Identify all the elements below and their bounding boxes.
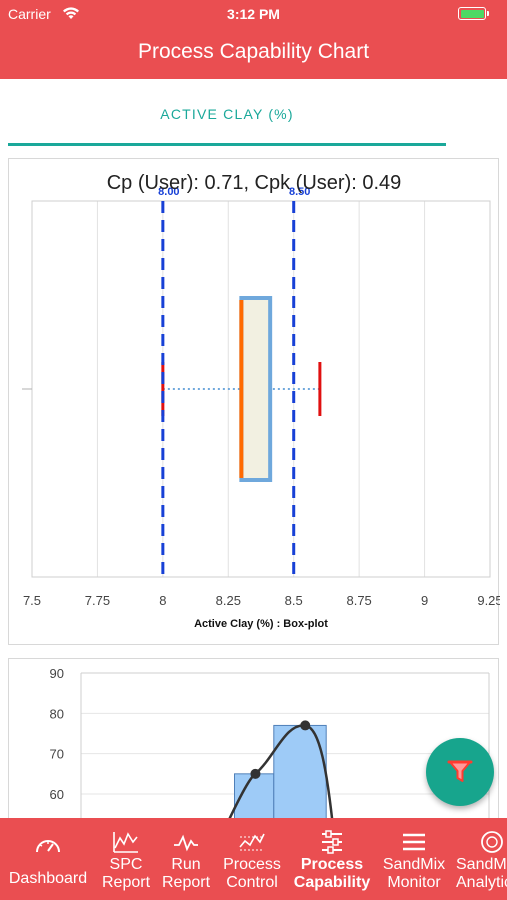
curve-point xyxy=(300,720,311,731)
run-chart-icon xyxy=(174,834,198,852)
x-tick-label: 8.5 xyxy=(285,593,303,608)
spec-limit-label: 8.50 xyxy=(289,186,310,198)
boxplot-chart: 8.00 8.50 7.5 7.75 8 8.25 8.5 8.75 9 9.25 Cp (Us… xyxy=(22,172,500,630)
tab-sandmix-analytics-label: SandMixAnalytics xyxy=(456,856,507,891)
navigation-header: Carrier 3:12 PM Process Capability Chart xyxy=(0,0,507,79)
tab-sandmix-monitor-label: SandMix Monitor xyxy=(382,856,446,891)
x-tick-label: 8.75 xyxy=(346,593,371,608)
analytics-icon xyxy=(481,831,503,853)
battery-icon xyxy=(458,7,486,20)
tab-label: ACTIVE CLAY (%) xyxy=(160,106,294,122)
menu-lines-icon xyxy=(403,833,425,851)
tab-run-report-label: Run Report xyxy=(161,856,211,891)
x-tick-label: 9 xyxy=(421,593,428,608)
tab-underline xyxy=(8,143,446,146)
status-bar: Carrier 3:12 PM xyxy=(0,0,507,28)
iqr-box xyxy=(239,296,273,482)
filter-icon xyxy=(447,760,473,782)
control-chart-icon xyxy=(239,833,265,851)
x-tick-label: 7.5 xyxy=(23,593,41,608)
y-tick-label: 90 xyxy=(50,666,64,681)
gauge-icon xyxy=(36,840,60,853)
curve-point xyxy=(250,768,261,779)
spc-chart-icon xyxy=(113,832,138,853)
filter-button[interactable] xyxy=(426,738,494,806)
carrier-label: Carrier xyxy=(8,6,51,22)
tab-sandmix-monitor[interactable]: SandMix Monitor xyxy=(376,818,452,900)
fitted-curve xyxy=(214,724,337,849)
x-tick-label: 8.25 xyxy=(216,593,241,608)
tab-sandmix-analytics[interactable]: SandMixAnalytics xyxy=(452,818,507,900)
clock: 3:12 PM xyxy=(227,6,280,22)
x-axis-label: Active Clay (%) : Box-plot xyxy=(194,618,328,630)
tab-process-control-label: Process Control xyxy=(223,856,281,891)
spec-limit-label: 8.00 xyxy=(158,186,179,198)
boxplot-card: 8.00 8.50 7.5 7.75 8 8.25 8.5 8.75 9 9.25 Cp (Us… xyxy=(8,158,500,645)
tab-spc-report-label: SPC Report xyxy=(101,856,151,891)
battery-nub xyxy=(487,11,489,16)
tab-dashboard-label: Dashboard xyxy=(8,870,88,887)
tab-process-control[interactable]: Process Control xyxy=(216,818,288,900)
chart-title: Cp (User): 0.71, Cpk (User): 0.49 xyxy=(107,172,402,194)
capability-icon xyxy=(322,830,342,854)
tab-run-report[interactable]: Run Report xyxy=(156,818,216,900)
tab-spc-report[interactable]: SPC Report xyxy=(96,818,156,900)
y-tick-label: 80 xyxy=(50,706,64,721)
y-tick-label: 70 xyxy=(50,747,64,762)
x-tick-label: 8 xyxy=(159,593,166,608)
bottom-tab-bar: Dashboard SPC Report Run Report Process Con… xyxy=(0,818,507,900)
y-tick-label: 60 xyxy=(50,787,64,802)
tab-process-capability[interactable]: Process Capability xyxy=(288,818,376,900)
wifi-icon xyxy=(63,7,79,19)
x-tick-label: 7.75 xyxy=(85,593,110,608)
tab-dashboard[interactable]: Dashboard xyxy=(0,818,96,900)
x-tick-label: 9.25 xyxy=(477,593,500,608)
tab-process-capability-label: Process Capability xyxy=(293,856,371,891)
page-title: Process Capability Chart xyxy=(137,40,370,63)
tab-active-clay[interactable]: ACTIVE CLAY (%) xyxy=(8,96,446,146)
